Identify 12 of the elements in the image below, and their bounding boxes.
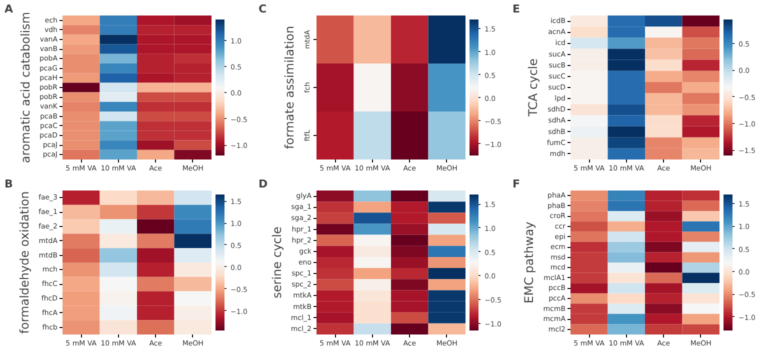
y-axis-title: serine cycle [270, 226, 284, 298]
y-axis-title: formaldehyde oxidation [17, 191, 32, 334]
chart-title: E [512, 2, 520, 16]
y-axis-title: EMC pathway [522, 222, 536, 304]
y-axis-title: TCA cycle [526, 58, 540, 118]
chart-title: F [512, 178, 520, 190]
chart-title: C [258, 2, 267, 16]
chart-title: D [258, 178, 268, 190]
chart-title: B [4, 178, 13, 190]
y-axis-title: aromatic acid catabolism [18, 12, 32, 164]
chart-title: A [4, 2, 14, 16]
y-axis-title: formate assimilation [282, 26, 296, 150]
